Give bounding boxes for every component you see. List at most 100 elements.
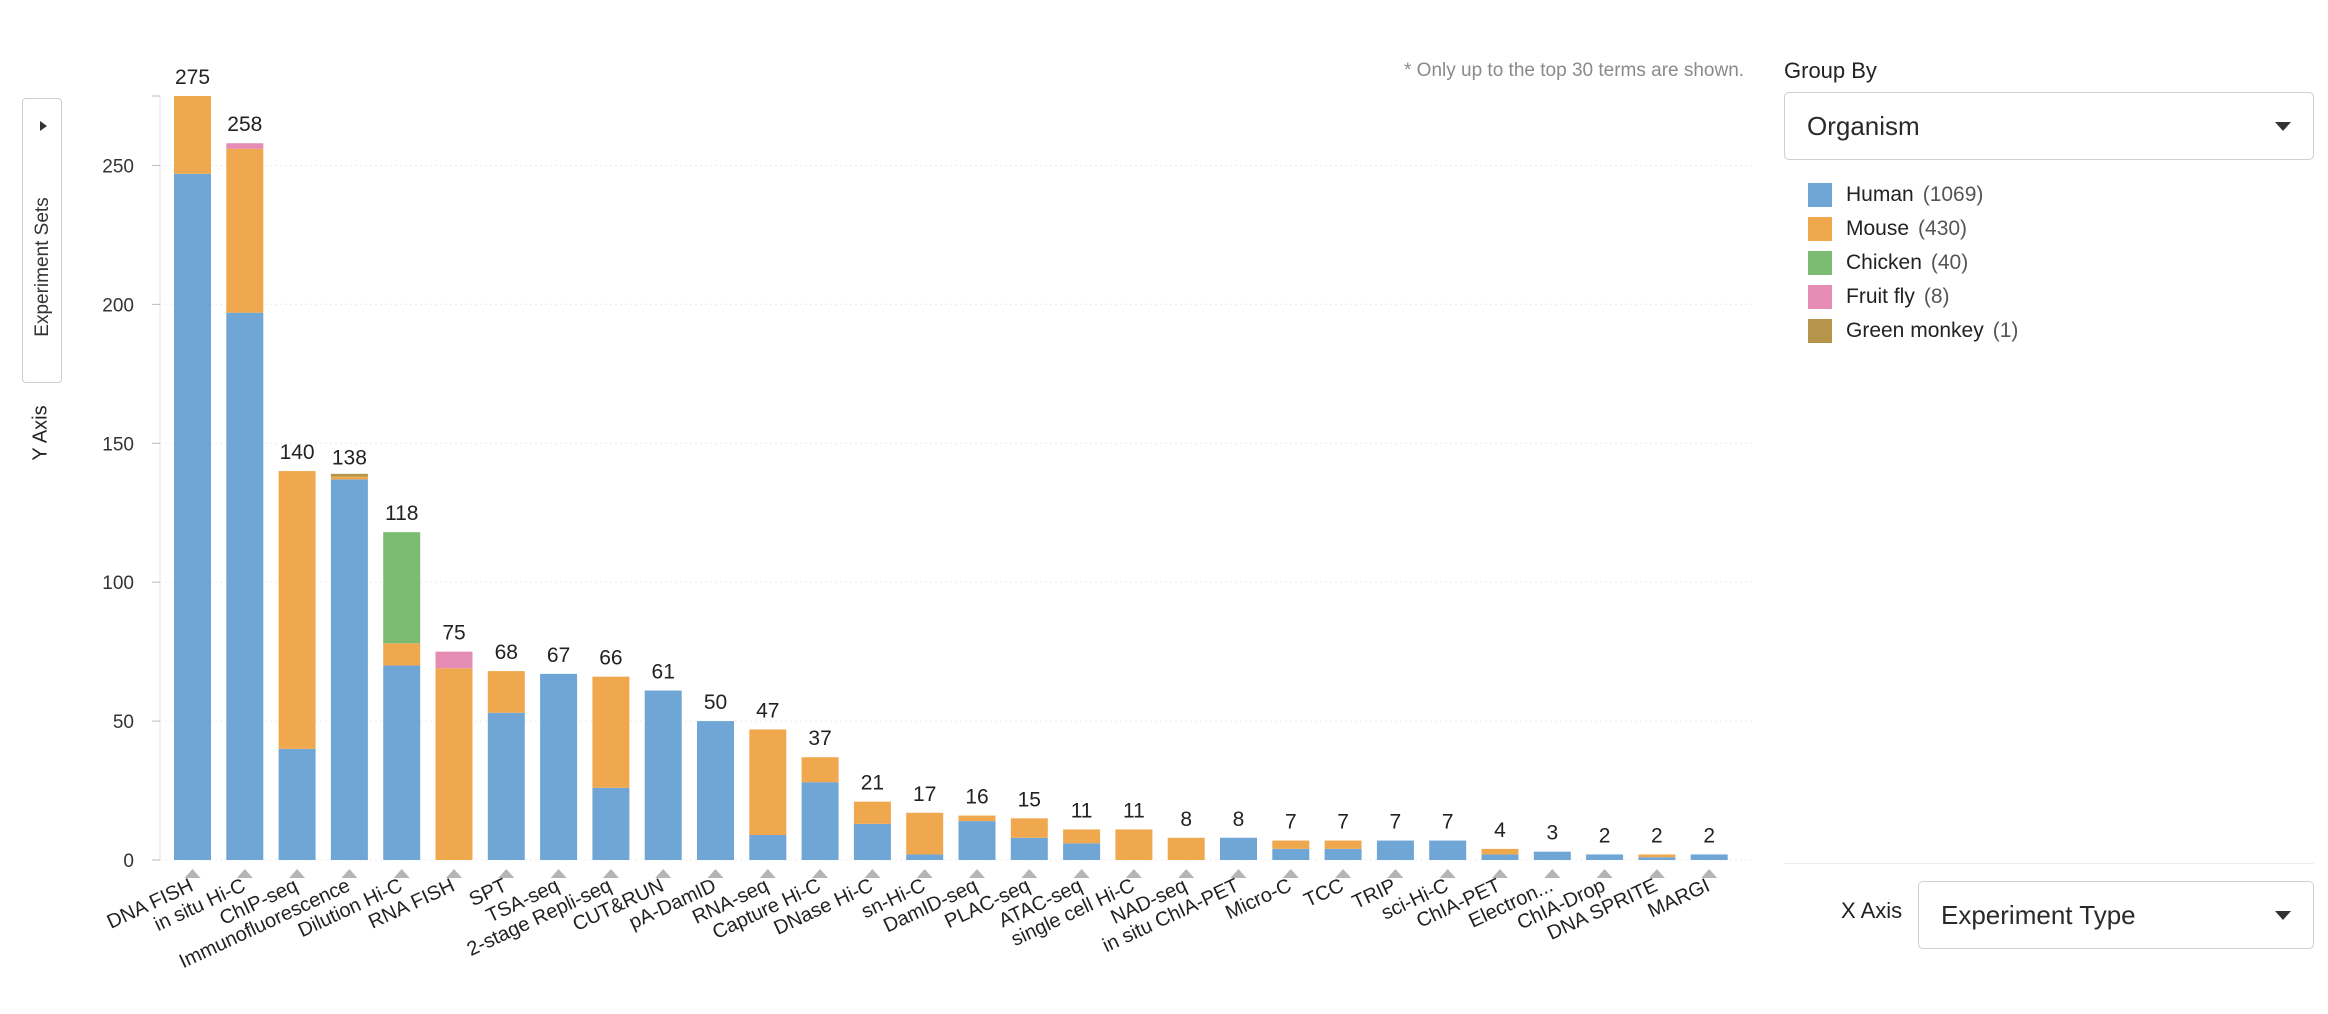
- legend-item[interactable]: Green monkey (1): [1808, 314, 2018, 348]
- y-tick-label: 150: [102, 434, 134, 455]
- x-tick-marker: [1387, 869, 1404, 878]
- bar-segment[interactable]: [487, 712, 525, 860]
- bar-segment[interactable]: [1429, 840, 1467, 860]
- bar-segment[interactable]: [1272, 848, 1310, 860]
- bar-total-label: 21: [861, 772, 884, 795]
- bar-segment[interactable]: [1167, 837, 1205, 860]
- legend-item[interactable]: Human (1069): [1808, 178, 2018, 212]
- bar-segment[interactable]: [435, 651, 473, 669]
- x-tick-marker: [289, 869, 306, 878]
- bar-segment[interactable]: [540, 673, 578, 860]
- bar-segment[interactable]: [383, 643, 421, 666]
- divider: [1784, 863, 2314, 864]
- bar-segment[interactable]: [697, 721, 734, 860]
- legend-count: (430): [1918, 217, 1968, 240]
- bar-segment[interactable]: [226, 143, 264, 149]
- bar-segment[interactable]: [278, 748, 316, 860]
- bar-total-label: 47: [756, 699, 779, 722]
- bar-segment[interactable]: [1533, 851, 1571, 860]
- bar-total-label: 7: [1442, 811, 1454, 834]
- top-terms-note: * Only up to the top 30 terms are shown.: [1404, 60, 1745, 81]
- bar-segment[interactable]: [906, 812, 944, 855]
- legend-count: (8): [1923, 285, 1950, 308]
- x-tick-marker: [236, 869, 253, 878]
- bar-segment[interactable]: [592, 787, 630, 860]
- x-tick-marker: [1648, 869, 1665, 878]
- legend-swatch: [1808, 285, 1832, 309]
- bar-total-label: 3: [1546, 822, 1558, 845]
- bar-segment[interactable]: [801, 757, 839, 783]
- bar-segment[interactable]: [644, 690, 682, 860]
- bar-segment[interactable]: [906, 854, 944, 860]
- bar-segment[interactable]: [853, 823, 891, 860]
- bar-segment[interactable]: [226, 148, 264, 313]
- bar-segment[interactable]: [1481, 848, 1519, 855]
- legend-item[interactable]: Fruit fly (8): [1808, 280, 2018, 314]
- legend-item[interactable]: Mouse (430): [1808, 212, 2018, 246]
- legend-label: Human: [1846, 183, 1914, 206]
- bar-segment[interactable]: [1586, 854, 1624, 860]
- bar-segment[interactable]: [958, 821, 996, 860]
- x-axis-value: Experiment Type: [1941, 899, 2136, 930]
- bar-total-label: 8: [1180, 808, 1192, 831]
- bar-segment[interactable]: [749, 729, 787, 835]
- bar-total-label: 258: [227, 113, 262, 136]
- bar-segment[interactable]: [749, 834, 787, 860]
- bar-segment[interactable]: [1010, 818, 1048, 838]
- bar-segment[interactable]: [1690, 854, 1728, 860]
- x-axis-select[interactable]: Experiment Type: [1918, 881, 2314, 949]
- bar-segment[interactable]: [1272, 840, 1310, 849]
- bar-segment[interactable]: [330, 473, 368, 477]
- y-tick-label: 50: [113, 712, 134, 733]
- bar-segment[interactable]: [226, 312, 264, 860]
- x-tick-marker: [1492, 869, 1508, 878]
- x-tick-marker: [1178, 869, 1195, 878]
- bar-total-label: 138: [332, 447, 367, 470]
- bar-total-label: 2: [1703, 824, 1715, 847]
- bar-segment[interactable]: [592, 676, 630, 788]
- x-tick-marker: [812, 869, 829, 878]
- bar-segment[interactable]: [1324, 840, 1362, 849]
- x-tick-marker: [759, 869, 776, 878]
- legend-swatch: [1808, 319, 1832, 343]
- y-axis-field-toggle[interactable]: Experiment Sets: [22, 98, 62, 383]
- legend-label: Chicken: [1846, 251, 1922, 274]
- bar-total-label: 2: [1651, 824, 1663, 847]
- bar-segment[interactable]: [1115, 829, 1153, 860]
- bar-total-label: 275: [175, 66, 210, 89]
- legend-item[interactable]: Chicken (40): [1808, 246, 2018, 280]
- bar-segment[interactable]: [174, 96, 211, 174]
- bar-segment[interactable]: [958, 815, 996, 822]
- bar-total-label: 68: [495, 641, 518, 664]
- bar-segment[interactable]: [435, 668, 473, 860]
- bar-segment[interactable]: [487, 671, 525, 713]
- bar-segment[interactable]: [853, 801, 891, 824]
- x-tick-label: TCC: [1301, 875, 1348, 912]
- legend-count: (1069): [1922, 183, 1984, 206]
- bar-segment[interactable]: [1324, 848, 1362, 860]
- bar-segment[interactable]: [801, 782, 839, 860]
- bar-segment[interactable]: [278, 471, 316, 749]
- bar-segment[interactable]: [1638, 854, 1676, 858]
- bar-segment[interactable]: [330, 476, 368, 480]
- bar-segment[interactable]: [1638, 857, 1676, 860]
- bar-segment[interactable]: [330, 479, 368, 860]
- legend-label: Green monkey: [1846, 319, 1984, 342]
- group-by-select[interactable]: Organism: [1784, 92, 2314, 160]
- bar-segment[interactable]: [1010, 837, 1048, 860]
- legend-count: (40): [1930, 251, 1969, 274]
- bar-segment[interactable]: [383, 665, 421, 860]
- bar-segment[interactable]: [1063, 843, 1101, 860]
- bar-segment[interactable]: [1063, 829, 1101, 844]
- gridlines: [159, 96, 1752, 861]
- bar-segment[interactable]: [174, 173, 211, 861]
- bar-segment[interactable]: [1220, 837, 1257, 860]
- group-by-label: Group By: [1784, 58, 1877, 83]
- bar-total-label: 66: [599, 647, 622, 670]
- bar-segment[interactable]: [1376, 840, 1414, 860]
- bar-segment[interactable]: [1481, 854, 1519, 860]
- x-tick-marker: [1544, 869, 1561, 878]
- bar-segment[interactable]: [383, 532, 421, 644]
